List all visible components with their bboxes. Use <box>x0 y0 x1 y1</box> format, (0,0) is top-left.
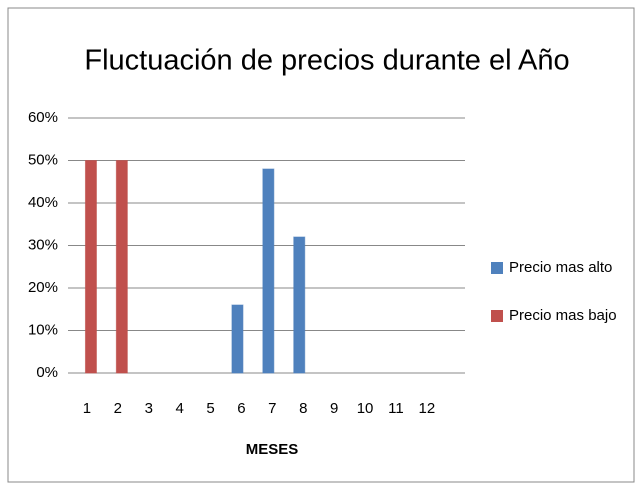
x-tick-label: 10 <box>357 400 374 417</box>
x-tick-label: 4 <box>175 400 183 417</box>
x-tick-label: 2 <box>114 400 122 417</box>
x-tick-label: 6 <box>237 400 245 417</box>
x-tick-label: 7 <box>268 400 276 417</box>
x-tick-label: 5 <box>206 400 214 417</box>
x-tick-label: 11 <box>388 400 404 417</box>
legend-label: Precio mas alto <box>509 259 612 276</box>
chart-title: Fluctuación de precios durante el Año <box>84 45 569 77</box>
bar <box>115 160 128 374</box>
x-axis-label: MESES <box>246 441 299 458</box>
x-tick-label: 1 <box>83 400 91 417</box>
legend-swatch <box>491 310 503 322</box>
bar <box>262 168 275 374</box>
y-tick-label: 40% <box>28 194 58 211</box>
y-tick-label: 30% <box>28 236 58 253</box>
y-tick-label: 10% <box>28 321 58 338</box>
x-tick-label: 3 <box>145 400 153 417</box>
y-tick-label: 50% <box>28 151 58 168</box>
legend-label: Precio mas bajo <box>509 307 617 324</box>
y-tick-label: 0% <box>36 364 58 381</box>
x-tick-label: 12 <box>419 400 436 417</box>
bar <box>231 304 244 374</box>
legend-swatch <box>491 262 503 274</box>
y-tick-label: 20% <box>28 279 58 296</box>
y-tick-label: 60% <box>28 109 58 126</box>
x-tick-label: 9 <box>330 400 338 417</box>
bar <box>84 160 97 374</box>
bar <box>293 236 306 374</box>
x-tick-label: 8 <box>299 400 307 417</box>
